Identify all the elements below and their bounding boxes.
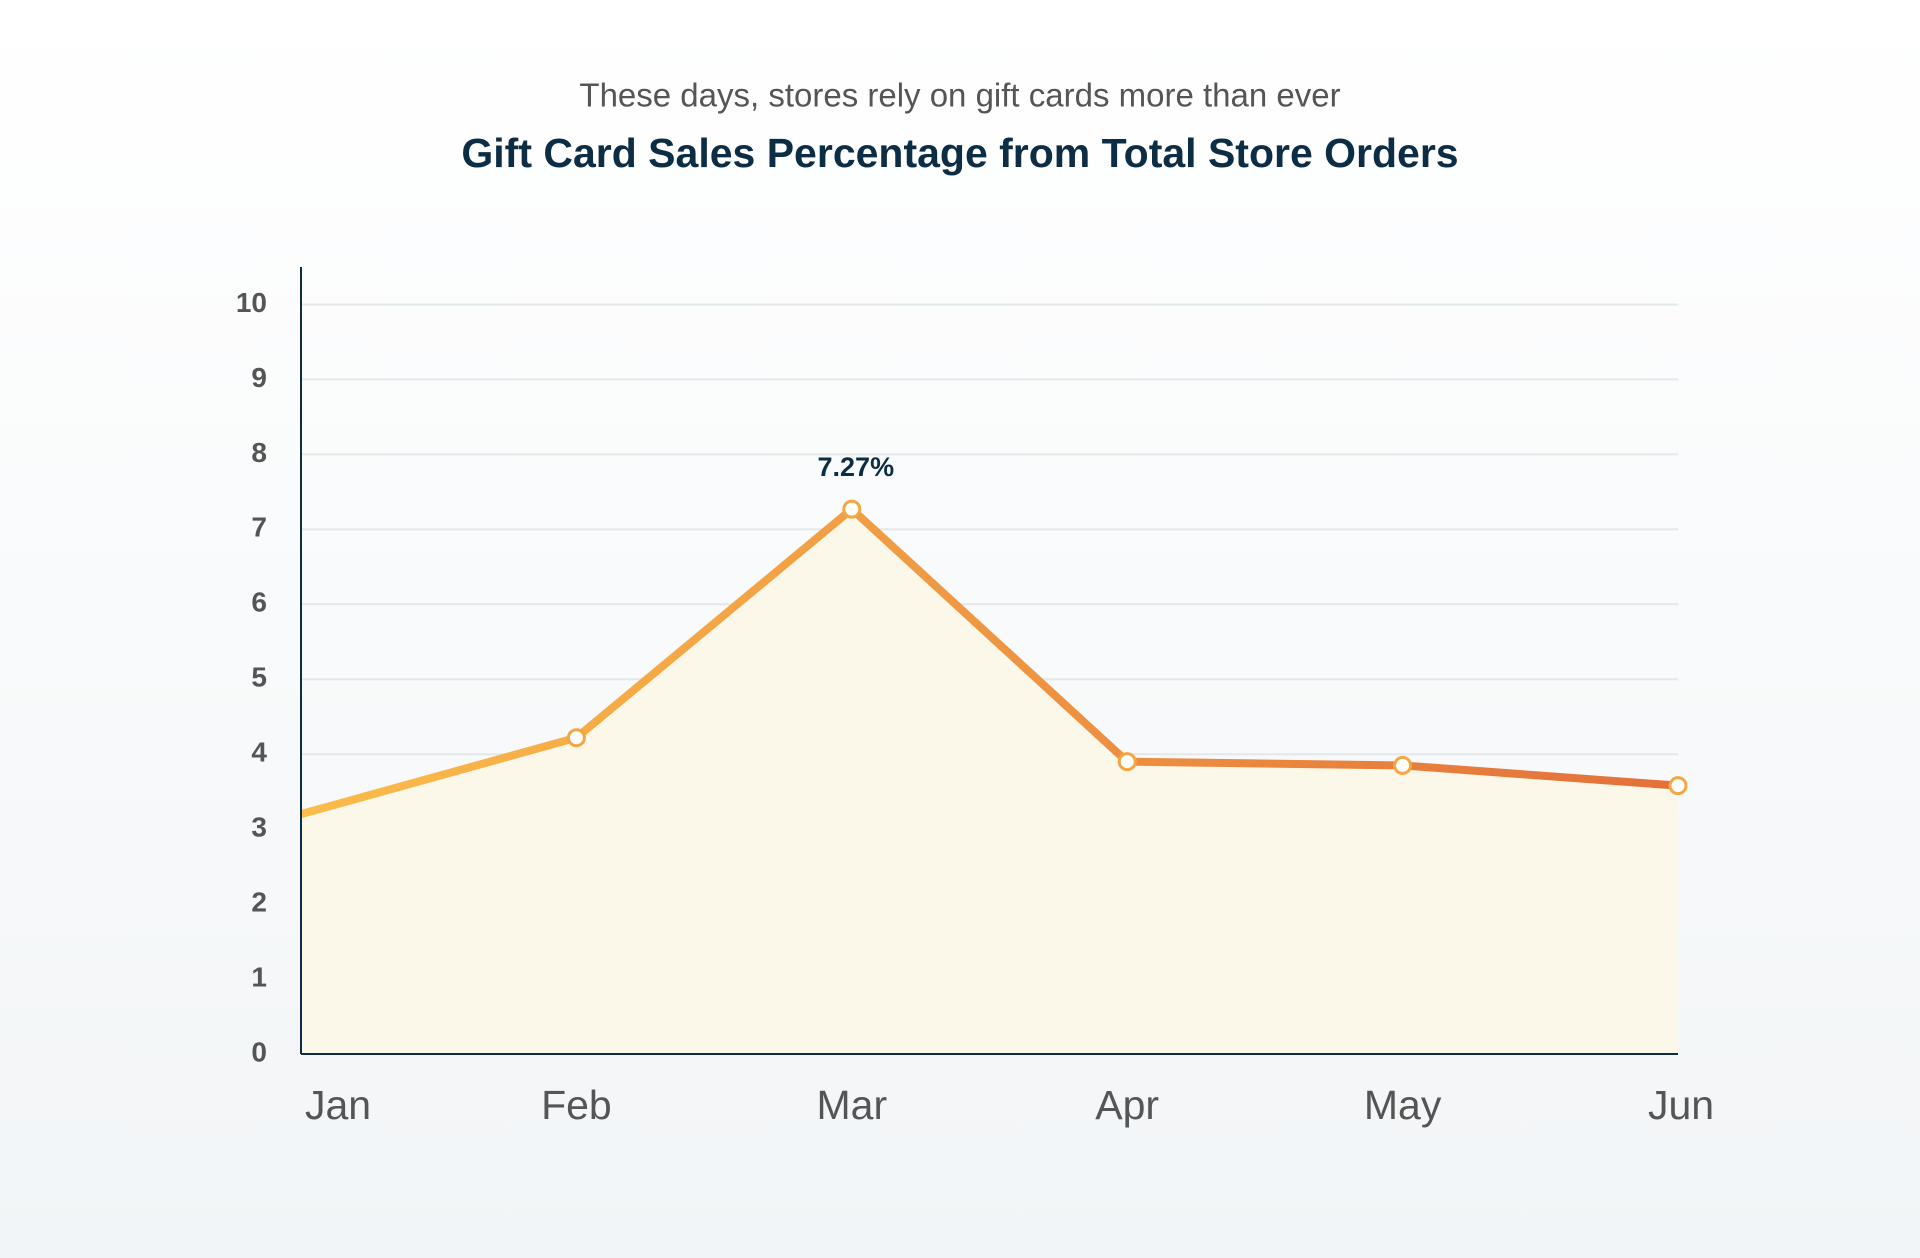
area <box>301 509 1678 1054</box>
y-tick-label: 7 <box>251 512 267 543</box>
point <box>566 728 586 748</box>
data-label: 7.27% <box>818 452 895 482</box>
point <box>1668 776 1688 796</box>
y-tick-label: 4 <box>251 737 267 768</box>
y-tick-label: 8 <box>251 437 267 468</box>
point <box>1393 755 1413 775</box>
x-tick-label: Jun <box>1648 1082 1714 1128</box>
point <box>1117 752 1137 772</box>
x-tick-label: Apr <box>1095 1082 1159 1128</box>
x-tick-label: Feb <box>541 1082 612 1128</box>
y-tick-label: 6 <box>251 587 267 618</box>
line <box>299 505 1679 819</box>
x-tick-label: Jan <box>305 1082 371 1128</box>
y-tick-label: 10 <box>236 287 267 318</box>
chart-subtitle: These days, stores rely on gift cards mo… <box>579 77 1340 114</box>
y-tick-label: 2 <box>251 886 267 917</box>
y-tick-label: 0 <box>251 1036 267 1067</box>
y-tick-label: 9 <box>251 362 267 393</box>
point <box>842 499 862 519</box>
x-tick-label: Mar <box>816 1082 887 1128</box>
x-tick-label: May <box>1364 1082 1442 1128</box>
chart-title: Gift Card Sales Percentage from Total St… <box>461 130 1458 176</box>
y-tick-label: 1 <box>251 961 267 992</box>
y-tick-label: 3 <box>251 812 267 843</box>
y-tick-label: 5 <box>251 662 267 693</box>
